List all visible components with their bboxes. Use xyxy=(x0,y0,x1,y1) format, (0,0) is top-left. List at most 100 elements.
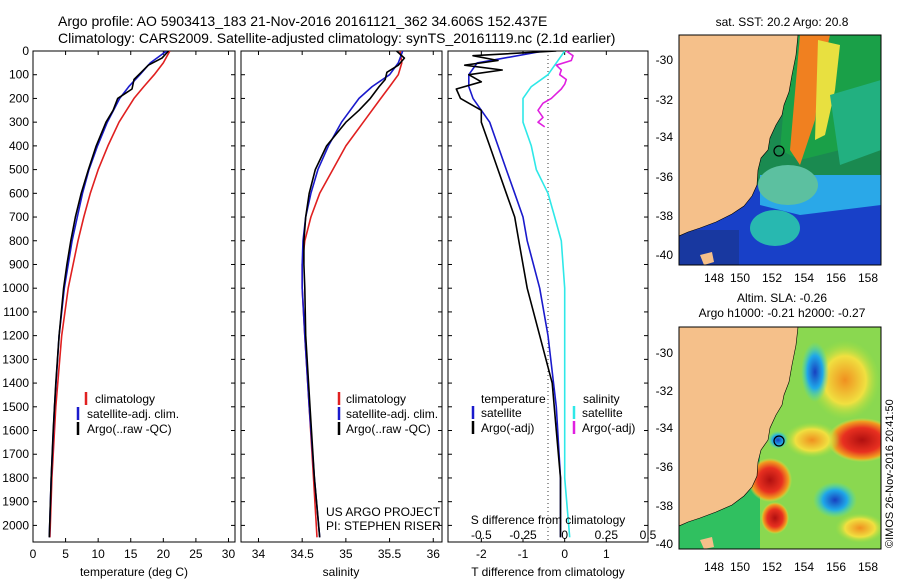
difference-depth-ticks xyxy=(448,50,648,526)
lon-tick: 156 xyxy=(826,560,846,574)
legend-climatology-label: climatology xyxy=(95,392,155,406)
depth-tick-label: 1000 xyxy=(2,281,29,295)
legend-t-argo-label: Argo(-adj) xyxy=(481,421,534,435)
legend-salinity-header: salinity xyxy=(583,392,620,406)
sla-map-title-line1: Altim. SLA: -0.26 xyxy=(737,291,827,305)
project-annotation: US ARGO PROJECT xyxy=(326,505,441,519)
x-tick-label: 36 xyxy=(427,547,441,561)
legend-climatology-label: climatology xyxy=(346,392,406,406)
x-tick-label: 30 xyxy=(222,547,236,561)
x-tick-label: 0 xyxy=(30,547,37,561)
sla-lon-ticks: 148 150 152 154 156 158 xyxy=(704,560,878,574)
difference-axes-frame xyxy=(447,50,649,543)
depth-tick-label: 1600 xyxy=(2,424,29,438)
x-tick-label: 34.5 xyxy=(290,547,314,561)
series-line-satellite-adj-clim xyxy=(301,51,404,538)
argo-float-marker xyxy=(773,435,785,447)
lon-tick: 148 xyxy=(704,271,724,285)
lat-tick: -32 xyxy=(656,93,674,107)
lat-tick: -40 xyxy=(656,537,674,551)
legend-argo-label: Argo(..raw -QC) xyxy=(87,422,172,436)
depth-tick-label: 1900 xyxy=(2,495,29,509)
lon-tick: 152 xyxy=(762,560,782,574)
t-difference-tick-labels: -2 -1 0 1 xyxy=(476,51,610,561)
s-tick-label: 0.5 xyxy=(640,528,657,542)
depth-tick-label: 1500 xyxy=(2,400,29,414)
x-tick-label: -1 xyxy=(518,547,529,561)
x-tick-label: 25 xyxy=(189,547,203,561)
depth-tick-label: 400 xyxy=(9,139,29,153)
series-line-argo-raw-qc xyxy=(48,51,170,538)
x-tick-label: 34 xyxy=(252,547,266,561)
sst-lat-ticks: -30 -32 -34 -36 -38 -40 xyxy=(656,53,674,262)
depth-tick-labels: 0 100 200 300 400 500 600 700 800 900 1000 1100 1200… xyxy=(2,44,235,532)
lat-tick: -36 xyxy=(656,170,674,184)
lat-tick: -34 xyxy=(656,421,674,435)
s-tick-label: 0.25 xyxy=(595,528,619,542)
series-line-t-argo-adj xyxy=(455,51,562,538)
depth-tick-label: 1200 xyxy=(2,329,29,343)
sst-map-image xyxy=(679,35,881,265)
t-difference-xlabel: T difference from climatology xyxy=(471,565,625,579)
difference-panel: -2 -1 0 1 -0.5 -0.25 0 0.25 0.5 T difference fr… xyxy=(447,50,657,579)
imos-credit: ©IMOS 26-Nov-2016 20:41:50 xyxy=(884,399,896,548)
difference-series xyxy=(455,51,574,538)
legend-argo-label: Argo(..raw -QC) xyxy=(346,422,431,436)
lon-tick: 154 xyxy=(794,271,814,285)
sst-map-frame xyxy=(678,34,882,266)
x-tick-label: 5 xyxy=(62,547,69,561)
x-tick-label: 35.5 xyxy=(378,547,402,561)
lon-tick: 158 xyxy=(858,271,878,285)
x-tick-label: 10 xyxy=(91,547,105,561)
temperature-tick-labels: 0 5 10 15 20 25 30 xyxy=(30,51,236,561)
s-difference-tick-labels: -0.5 -0.25 0 0.25 0.5 xyxy=(471,528,657,542)
depth-tick-label: 1400 xyxy=(2,376,29,390)
depth-tick-label: 1800 xyxy=(2,471,29,485)
depth-tick-label: 1300 xyxy=(2,352,29,366)
temperature-series xyxy=(48,51,171,538)
x-tick-label: 20 xyxy=(157,547,171,561)
legend-satellite-label: satellite-adj. clim. xyxy=(346,407,438,421)
x-tick-label: 35 xyxy=(339,547,353,561)
salinity-series xyxy=(301,51,406,538)
series-line-t-satellite xyxy=(467,51,562,538)
lon-tick: 148 xyxy=(704,560,724,574)
salinity-axes-frame xyxy=(240,50,443,543)
coastline-land xyxy=(679,327,799,527)
lon-tick: 154 xyxy=(794,560,814,574)
depth-tick-label: 1100 xyxy=(3,305,29,319)
temperature-xlabel: temperature (deg C) xyxy=(80,565,188,579)
temperature-legend: climatology satellite-adj. clim. Argo(..… xyxy=(76,392,179,436)
legend-satellite-label: satellite-adj. clim. xyxy=(87,407,179,421)
salinity-depth-ticks xyxy=(241,50,442,526)
legend-s-argo-label: Argo(-adj) xyxy=(582,421,635,435)
sst-lon-ticks: 148 150 152 154 156 158 xyxy=(704,271,878,285)
s-tick-label: -0.5 xyxy=(471,528,492,542)
series-line-s-argo-adj xyxy=(537,51,574,128)
salinity-panel: 34 34.5 35 35.5 36 salinity climatology sate… xyxy=(240,50,443,579)
lat-tick: -30 xyxy=(656,53,674,67)
legend-t-satellite-label: satellite xyxy=(481,406,522,420)
series-line-argo-raw-qc xyxy=(303,51,406,538)
lat-tick: -34 xyxy=(656,130,674,144)
depth-tick-label: 700 xyxy=(9,210,29,224)
s-tick-label: -0.25 xyxy=(509,528,537,542)
depth-tick-label: 0 xyxy=(22,44,29,58)
lat-tick: -38 xyxy=(656,209,674,223)
sst-map-panel: sat. SST: 20.2 Argo: 20.8 -30 -32 -34 -3… xyxy=(656,15,882,285)
depth-tick-label: 500 xyxy=(9,163,29,177)
lat-tick: -30 xyxy=(656,346,674,360)
salinity-tick-labels: 34 34.5 35 35.5 36 xyxy=(252,51,440,561)
x-tick-label: 0 xyxy=(561,547,568,561)
temperature-panel: 0100200300400500600700800900100011001200… xyxy=(2,44,236,579)
x-tick-label: 1 xyxy=(603,547,610,561)
lon-tick: 150 xyxy=(730,271,750,285)
sst-map-title: sat. SST: 20.2 Argo: 20.8 xyxy=(716,15,849,29)
sla-lat-ticks: -30 -32 -34 -36 -38 -40 xyxy=(656,346,674,551)
salinity-legend: climatology satellite-adj. clim. Argo(..… xyxy=(337,392,438,436)
depth-tick-label: 600 xyxy=(9,186,29,200)
coastline-land xyxy=(679,35,799,237)
sla-map-title-line2: Argo h1000: -0.21 h2000: -0.27 xyxy=(699,306,866,320)
s-difference-xlabel: S difference from climatology xyxy=(471,513,626,527)
